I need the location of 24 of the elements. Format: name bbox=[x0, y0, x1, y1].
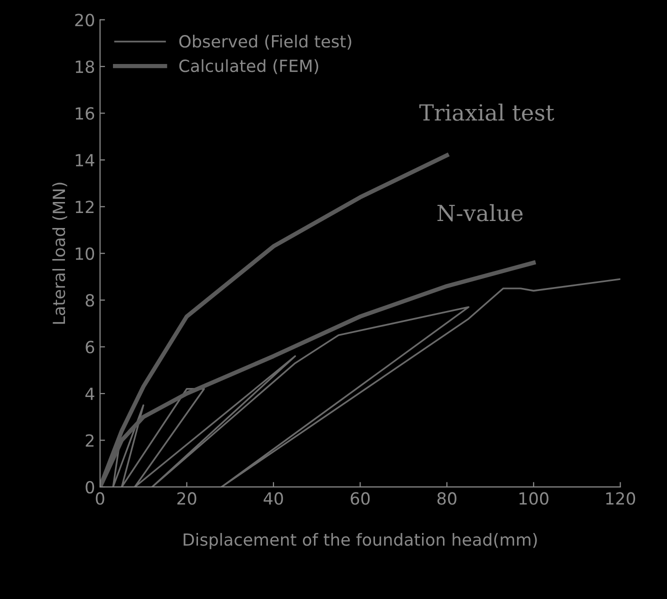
y-tick-label: 18 bbox=[76, 60, 94, 74]
legend-label: Observed (Field test) bbox=[179, 34, 352, 50]
x-tick-label: 20 bbox=[177, 492, 196, 505]
x-tick-label: 60 bbox=[350, 492, 370, 505]
y-tick-label: 16 bbox=[76, 107, 94, 120]
y-tick-label: 2 bbox=[86, 434, 94, 447]
y-tick-label: 6 bbox=[86, 340, 94, 354]
annotation: Triaxial test bbox=[419, 104, 554, 121]
x-tick-label: 120 bbox=[606, 492, 636, 505]
x-axis-title: Displacement of the foundation head(mm) bbox=[184, 532, 537, 550]
y-tick-label: 20 bbox=[75, 14, 94, 26]
y-tick-label: 14 bbox=[76, 154, 94, 166]
x-tick-label: 100 bbox=[520, 492, 548, 505]
legend-label: Calculated (FEM) bbox=[179, 59, 318, 74]
x-tick-label: 40 bbox=[264, 492, 283, 505]
y-tick-label: 12 bbox=[76, 200, 94, 213]
annotation: N-value bbox=[437, 204, 523, 222]
x-tick-label: 80 bbox=[437, 492, 456, 505]
y-tick-label: 10 bbox=[76, 247, 94, 260]
y-tick-label: 4 bbox=[85, 388, 94, 400]
y-tick-label: 0 bbox=[86, 480, 94, 494]
y-tick-label: 8 bbox=[86, 294, 94, 307]
x-tick-label: 0 bbox=[96, 492, 104, 505]
y-axis-title: Lateral load (MN) bbox=[52, 182, 68, 324]
